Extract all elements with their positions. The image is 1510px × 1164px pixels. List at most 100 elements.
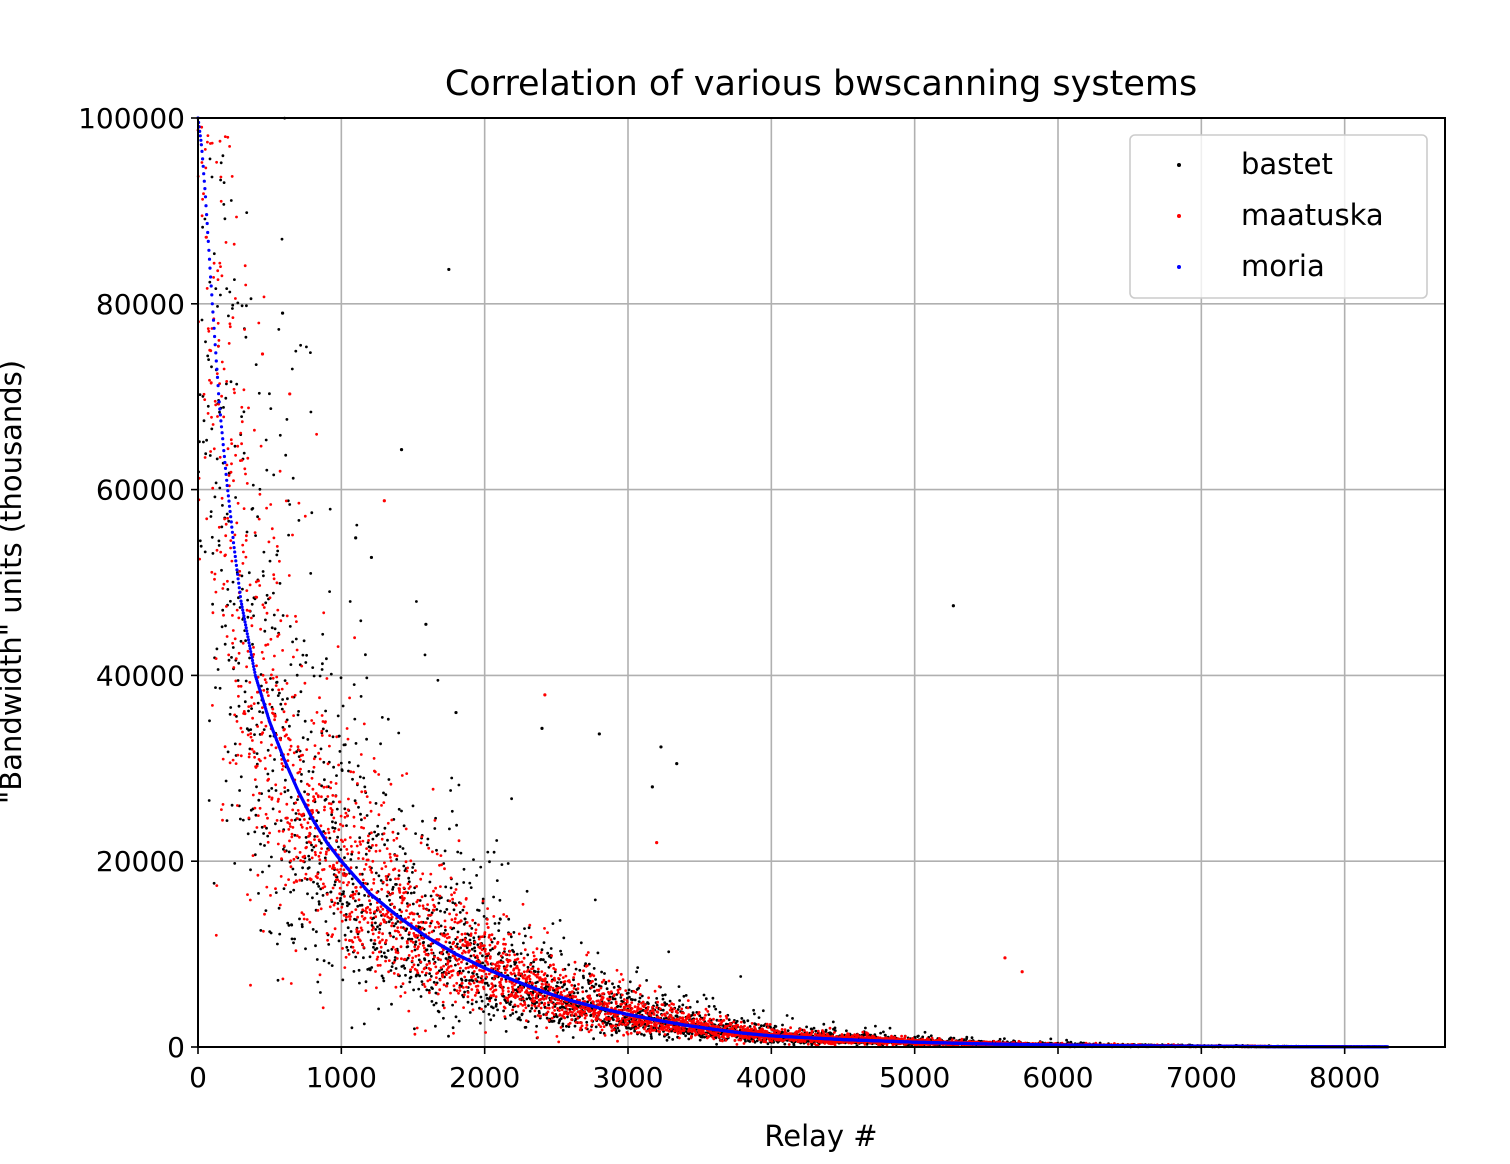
maatuska-point xyxy=(307,799,310,802)
maatuska-point xyxy=(316,873,319,876)
maatuska-point xyxy=(355,802,358,805)
bastet-point xyxy=(402,964,405,967)
maatuska-point xyxy=(307,821,310,824)
bastet-point xyxy=(359,776,362,779)
maatuska-point xyxy=(391,916,394,919)
maatuska-point xyxy=(281,688,284,691)
maatuska-point xyxy=(281,768,284,771)
maatuska-point xyxy=(287,753,290,756)
bastet-point xyxy=(246,531,249,534)
bastet-point xyxy=(453,908,456,911)
maatuska-point xyxy=(326,795,329,798)
bastet-point xyxy=(429,881,432,884)
maatuska-point xyxy=(287,759,290,762)
bastet-point xyxy=(339,750,342,753)
bastet-point xyxy=(325,657,328,660)
bastet-point xyxy=(464,918,467,921)
maatuska-point xyxy=(390,819,393,822)
bastet-point xyxy=(525,1026,528,1029)
bastet-point xyxy=(559,950,562,953)
bastet-point xyxy=(207,405,210,408)
maatuska-point xyxy=(202,192,205,195)
bastet-point xyxy=(585,1021,588,1024)
bastet-point xyxy=(593,990,596,993)
maatuska-point xyxy=(345,873,348,876)
maatuska-point xyxy=(214,404,217,407)
bastet-point xyxy=(268,392,271,395)
bastet-point xyxy=(318,903,321,906)
bastet-point xyxy=(400,810,403,813)
bastet-point xyxy=(418,975,421,978)
maatuska-point xyxy=(273,537,276,540)
bastet-point xyxy=(365,738,368,741)
maatuska-point xyxy=(275,684,278,687)
maatuska-point xyxy=(281,649,284,652)
maatuska-point xyxy=(299,759,302,762)
bastet-point xyxy=(401,937,404,940)
maatuska-point xyxy=(364,790,367,793)
maatuska-point xyxy=(359,840,362,843)
bastet-point xyxy=(234,496,237,499)
bastet-point xyxy=(428,972,431,975)
maatuska-point xyxy=(363,817,366,820)
bastet-point xyxy=(213,252,216,255)
bastet-point xyxy=(322,894,325,897)
maatuska-point xyxy=(379,849,382,852)
maatuska-point xyxy=(372,926,375,929)
maatuska-point xyxy=(323,806,326,809)
maatuska-point xyxy=(347,798,350,801)
bastet-point xyxy=(550,947,553,950)
bastet-point xyxy=(392,886,395,889)
maatuska-point xyxy=(387,970,390,973)
maatuska-point xyxy=(370,917,373,920)
maatuska-point xyxy=(312,722,315,725)
maatuska-point xyxy=(297,749,300,752)
bastet-point xyxy=(662,998,665,1001)
maatuska-point xyxy=(244,473,247,476)
bastet-point xyxy=(559,919,562,922)
bastet-point xyxy=(520,952,523,955)
bastet-point xyxy=(204,340,207,343)
bastet-point xyxy=(224,643,227,646)
maatuska-point xyxy=(338,892,341,895)
maatuska-point xyxy=(267,694,270,697)
bastet-point xyxy=(397,832,400,835)
bastet-point xyxy=(299,344,302,347)
maatuska-point xyxy=(248,756,251,759)
bastet-point xyxy=(244,700,247,703)
bastet-point xyxy=(296,798,299,801)
bastet-point xyxy=(310,511,313,514)
bastet-point xyxy=(276,943,279,946)
bastet-point xyxy=(306,892,309,895)
bastet-point xyxy=(230,656,233,659)
maatuska-point xyxy=(386,847,389,850)
maatuska-point xyxy=(356,916,359,919)
bastet-point xyxy=(391,965,394,968)
bastet-point xyxy=(341,979,344,982)
maatuska-point xyxy=(201,161,204,164)
bastet-point xyxy=(376,925,379,928)
bastet-point xyxy=(382,977,385,980)
maatuska-point xyxy=(335,782,338,785)
bastet-point xyxy=(678,985,681,988)
maatuska-point xyxy=(291,833,294,836)
maatuska-point xyxy=(336,897,339,900)
maatuska-point xyxy=(230,438,233,441)
maatuska-point xyxy=(334,874,337,877)
maatuska-point xyxy=(276,609,279,612)
maatuska-point xyxy=(346,884,349,887)
bastet-point xyxy=(225,383,228,386)
maatuska-point xyxy=(370,871,373,874)
bastet-point xyxy=(921,1036,924,1039)
bastet-point xyxy=(740,1017,743,1020)
maatuska-point xyxy=(305,748,308,751)
bastet-point xyxy=(300,773,303,776)
bastet-point xyxy=(454,964,457,967)
maatuska-point xyxy=(250,705,253,708)
maatuska-point xyxy=(339,868,342,871)
maatuska-point xyxy=(362,827,365,830)
maatuska-point xyxy=(378,931,381,934)
bastet-point xyxy=(433,1004,436,1007)
bastet-point xyxy=(312,928,315,931)
bastet-point xyxy=(288,851,291,854)
